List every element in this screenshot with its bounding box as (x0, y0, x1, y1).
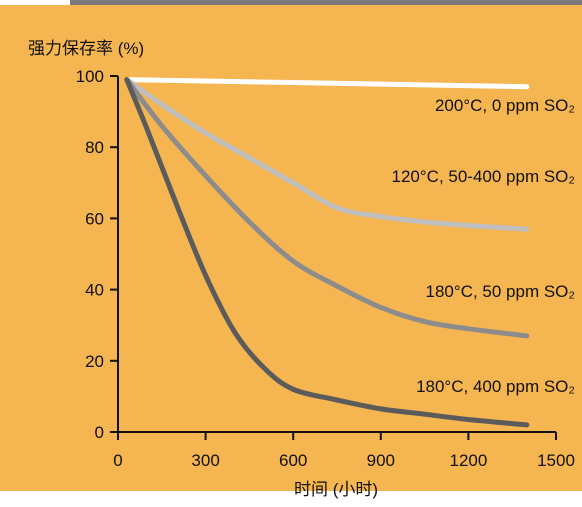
y-tick-label: 100 (76, 67, 104, 86)
axes: 0 20 40 60 80 100 0 300 600 900 1200 1500 (76, 67, 575, 470)
x-axis-label: 时间 (小时) (293, 480, 379, 499)
y-tick-label: 0 (95, 423, 104, 442)
series-label-180c-400ppm: 180°C, 400 ppm SO₂ (416, 377, 575, 396)
x-tick-label: 0 (113, 451, 122, 470)
x-tick-label: 900 (367, 451, 395, 470)
y-tick-label: 40 (85, 281, 104, 300)
x-tick-label: 1500 (537, 451, 575, 470)
series-lines (124, 77, 530, 428)
top-divider (0, 0, 582, 5)
series-line-180c-400ppm (124, 77, 530, 428)
series-line-120c-50-400ppm (124, 77, 530, 232)
y-tick-label: 80 (85, 138, 104, 157)
y-tick-label: 60 (85, 209, 104, 228)
series-line-200c-0ppm (124, 77, 530, 90)
x-tick-label: 600 (279, 451, 307, 470)
series-label-120c-50-400ppm: 120°C, 50-400 ppm SO₂ (392, 167, 576, 186)
series-line-180c-50ppm (124, 77, 530, 339)
series-labels: 200°C, 0 ppm SO₂ 120°C, 50-400 ppm SO₂ 180… (392, 96, 576, 396)
x-tick-label: 1200 (449, 451, 487, 470)
series-label-180c-50ppm: 180°C, 50 ppm SO₂ (426, 282, 575, 301)
top-divider-bar (70, 0, 582, 5)
x-tick-label: 300 (191, 451, 219, 470)
series-label-200c-0ppm: 200°C, 0 ppm SO₂ (435, 96, 575, 115)
y-tick-label: 20 (85, 352, 104, 371)
y-axis-label: 强力保存率 (%) (28, 39, 145, 58)
